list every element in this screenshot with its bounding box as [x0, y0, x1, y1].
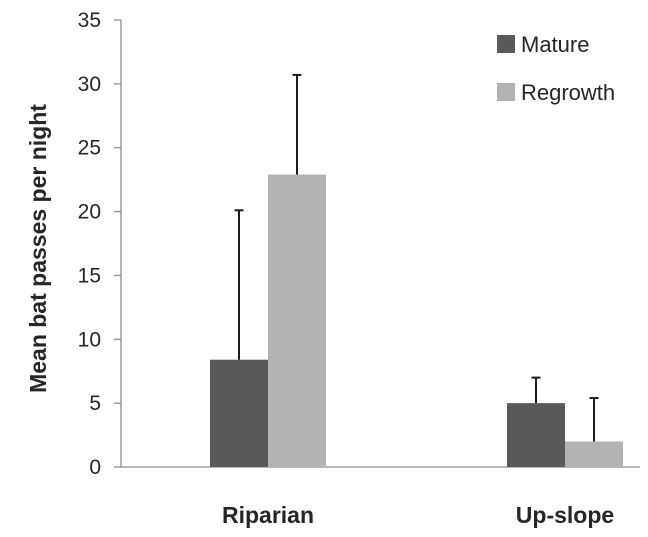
- legend-label-regrowth: Regrowth: [521, 80, 615, 105]
- labels: 0 5 10 15 20 25 30 35 Mean bat passes per night R…: [25, 9, 614, 528]
- y-tick-label: 15: [78, 264, 101, 287]
- x-category-label: Up-slope: [516, 502, 614, 528]
- x-category-label: Riparian: [222, 502, 314, 528]
- legend-swatch-regrowth: [497, 83, 515, 101]
- legend-swatch-mature: [497, 35, 515, 53]
- bar-regrowth-riparian: [268, 174, 326, 467]
- y-tick-label: 30: [78, 73, 101, 96]
- y-tick-label: 35: [78, 9, 101, 32]
- bars: [210, 174, 623, 467]
- bar-mature-up-slope: [507, 403, 565, 467]
- legend: Mature Regrowth: [497, 32, 615, 105]
- bar-mature-riparian: [210, 359, 268, 467]
- y-axis-title: Mean bat passes per night: [25, 104, 51, 393]
- y-tick-label: 25: [78, 137, 101, 160]
- bar-regrowth-up-slope: [565, 441, 623, 467]
- y-tick-label: 5: [89, 392, 101, 415]
- y-tick-label: 0: [89, 456, 101, 479]
- y-tick-label: 20: [78, 201, 101, 224]
- legend-label-mature: Mature: [521, 32, 589, 57]
- error-bars: [234, 73, 599, 442]
- y-tick-label: 10: [78, 328, 101, 351]
